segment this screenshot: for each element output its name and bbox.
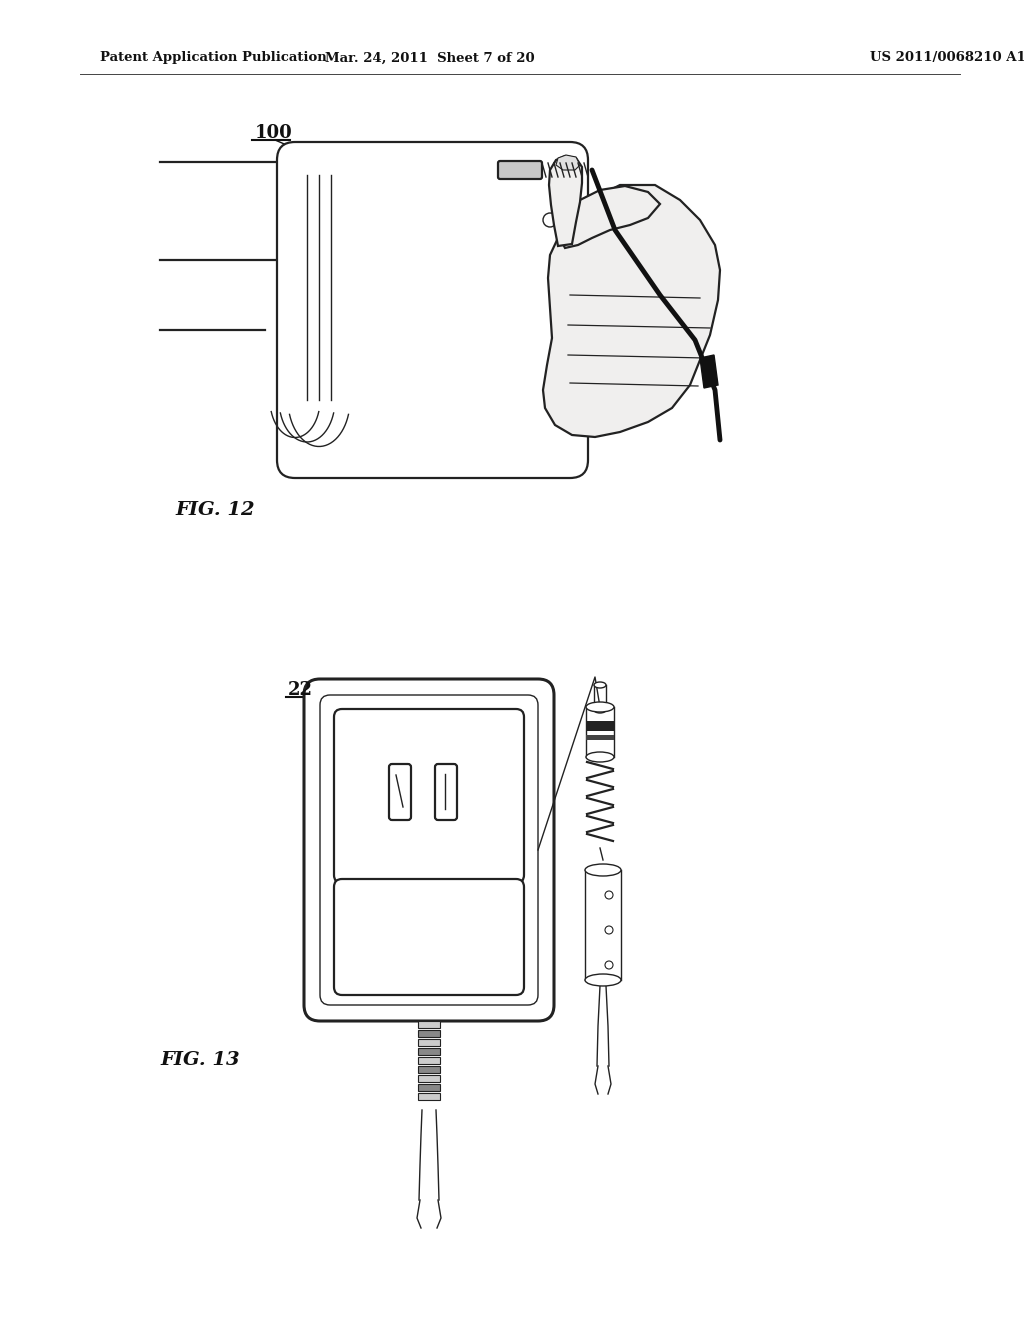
Circle shape (605, 927, 613, 935)
Bar (586, 721, 614, 731)
Ellipse shape (586, 752, 614, 762)
Bar (418, 1020, 440, 1028)
Ellipse shape (594, 708, 606, 713)
Bar (418, 1057, 440, 1064)
Bar (418, 1067, 440, 1073)
Text: US 2011/0068210 A1: US 2011/0068210 A1 (870, 51, 1024, 65)
FancyBboxPatch shape (304, 678, 554, 1020)
Polygon shape (549, 156, 582, 246)
Text: 22: 22 (288, 681, 313, 700)
Ellipse shape (585, 974, 621, 986)
Bar (586, 735, 614, 741)
Circle shape (605, 961, 613, 969)
FancyBboxPatch shape (334, 879, 524, 995)
Ellipse shape (594, 682, 606, 688)
Circle shape (605, 891, 613, 899)
Bar (418, 1048, 440, 1055)
Text: FIG. 13: FIG. 13 (160, 1051, 240, 1069)
Bar (418, 1093, 440, 1100)
Text: 100: 100 (255, 124, 293, 143)
Text: Mar. 24, 2011  Sheet 7 of 20: Mar. 24, 2011 Sheet 7 of 20 (326, 51, 535, 65)
Bar (418, 1074, 440, 1082)
FancyBboxPatch shape (498, 161, 542, 180)
Text: FIG. 12: FIG. 12 (175, 502, 255, 519)
Ellipse shape (586, 702, 614, 711)
Text: Patent Application Publication: Patent Application Publication (100, 51, 327, 65)
FancyBboxPatch shape (334, 709, 524, 883)
Bar (418, 1030, 440, 1038)
Polygon shape (560, 186, 660, 248)
Ellipse shape (585, 865, 621, 876)
FancyBboxPatch shape (389, 764, 411, 820)
FancyBboxPatch shape (319, 696, 538, 1005)
Bar (418, 1039, 440, 1045)
Polygon shape (543, 185, 720, 437)
Polygon shape (556, 154, 580, 170)
Circle shape (543, 213, 557, 227)
Bar (418, 1084, 440, 1092)
Polygon shape (700, 355, 718, 388)
FancyBboxPatch shape (435, 764, 457, 820)
FancyBboxPatch shape (278, 143, 588, 478)
